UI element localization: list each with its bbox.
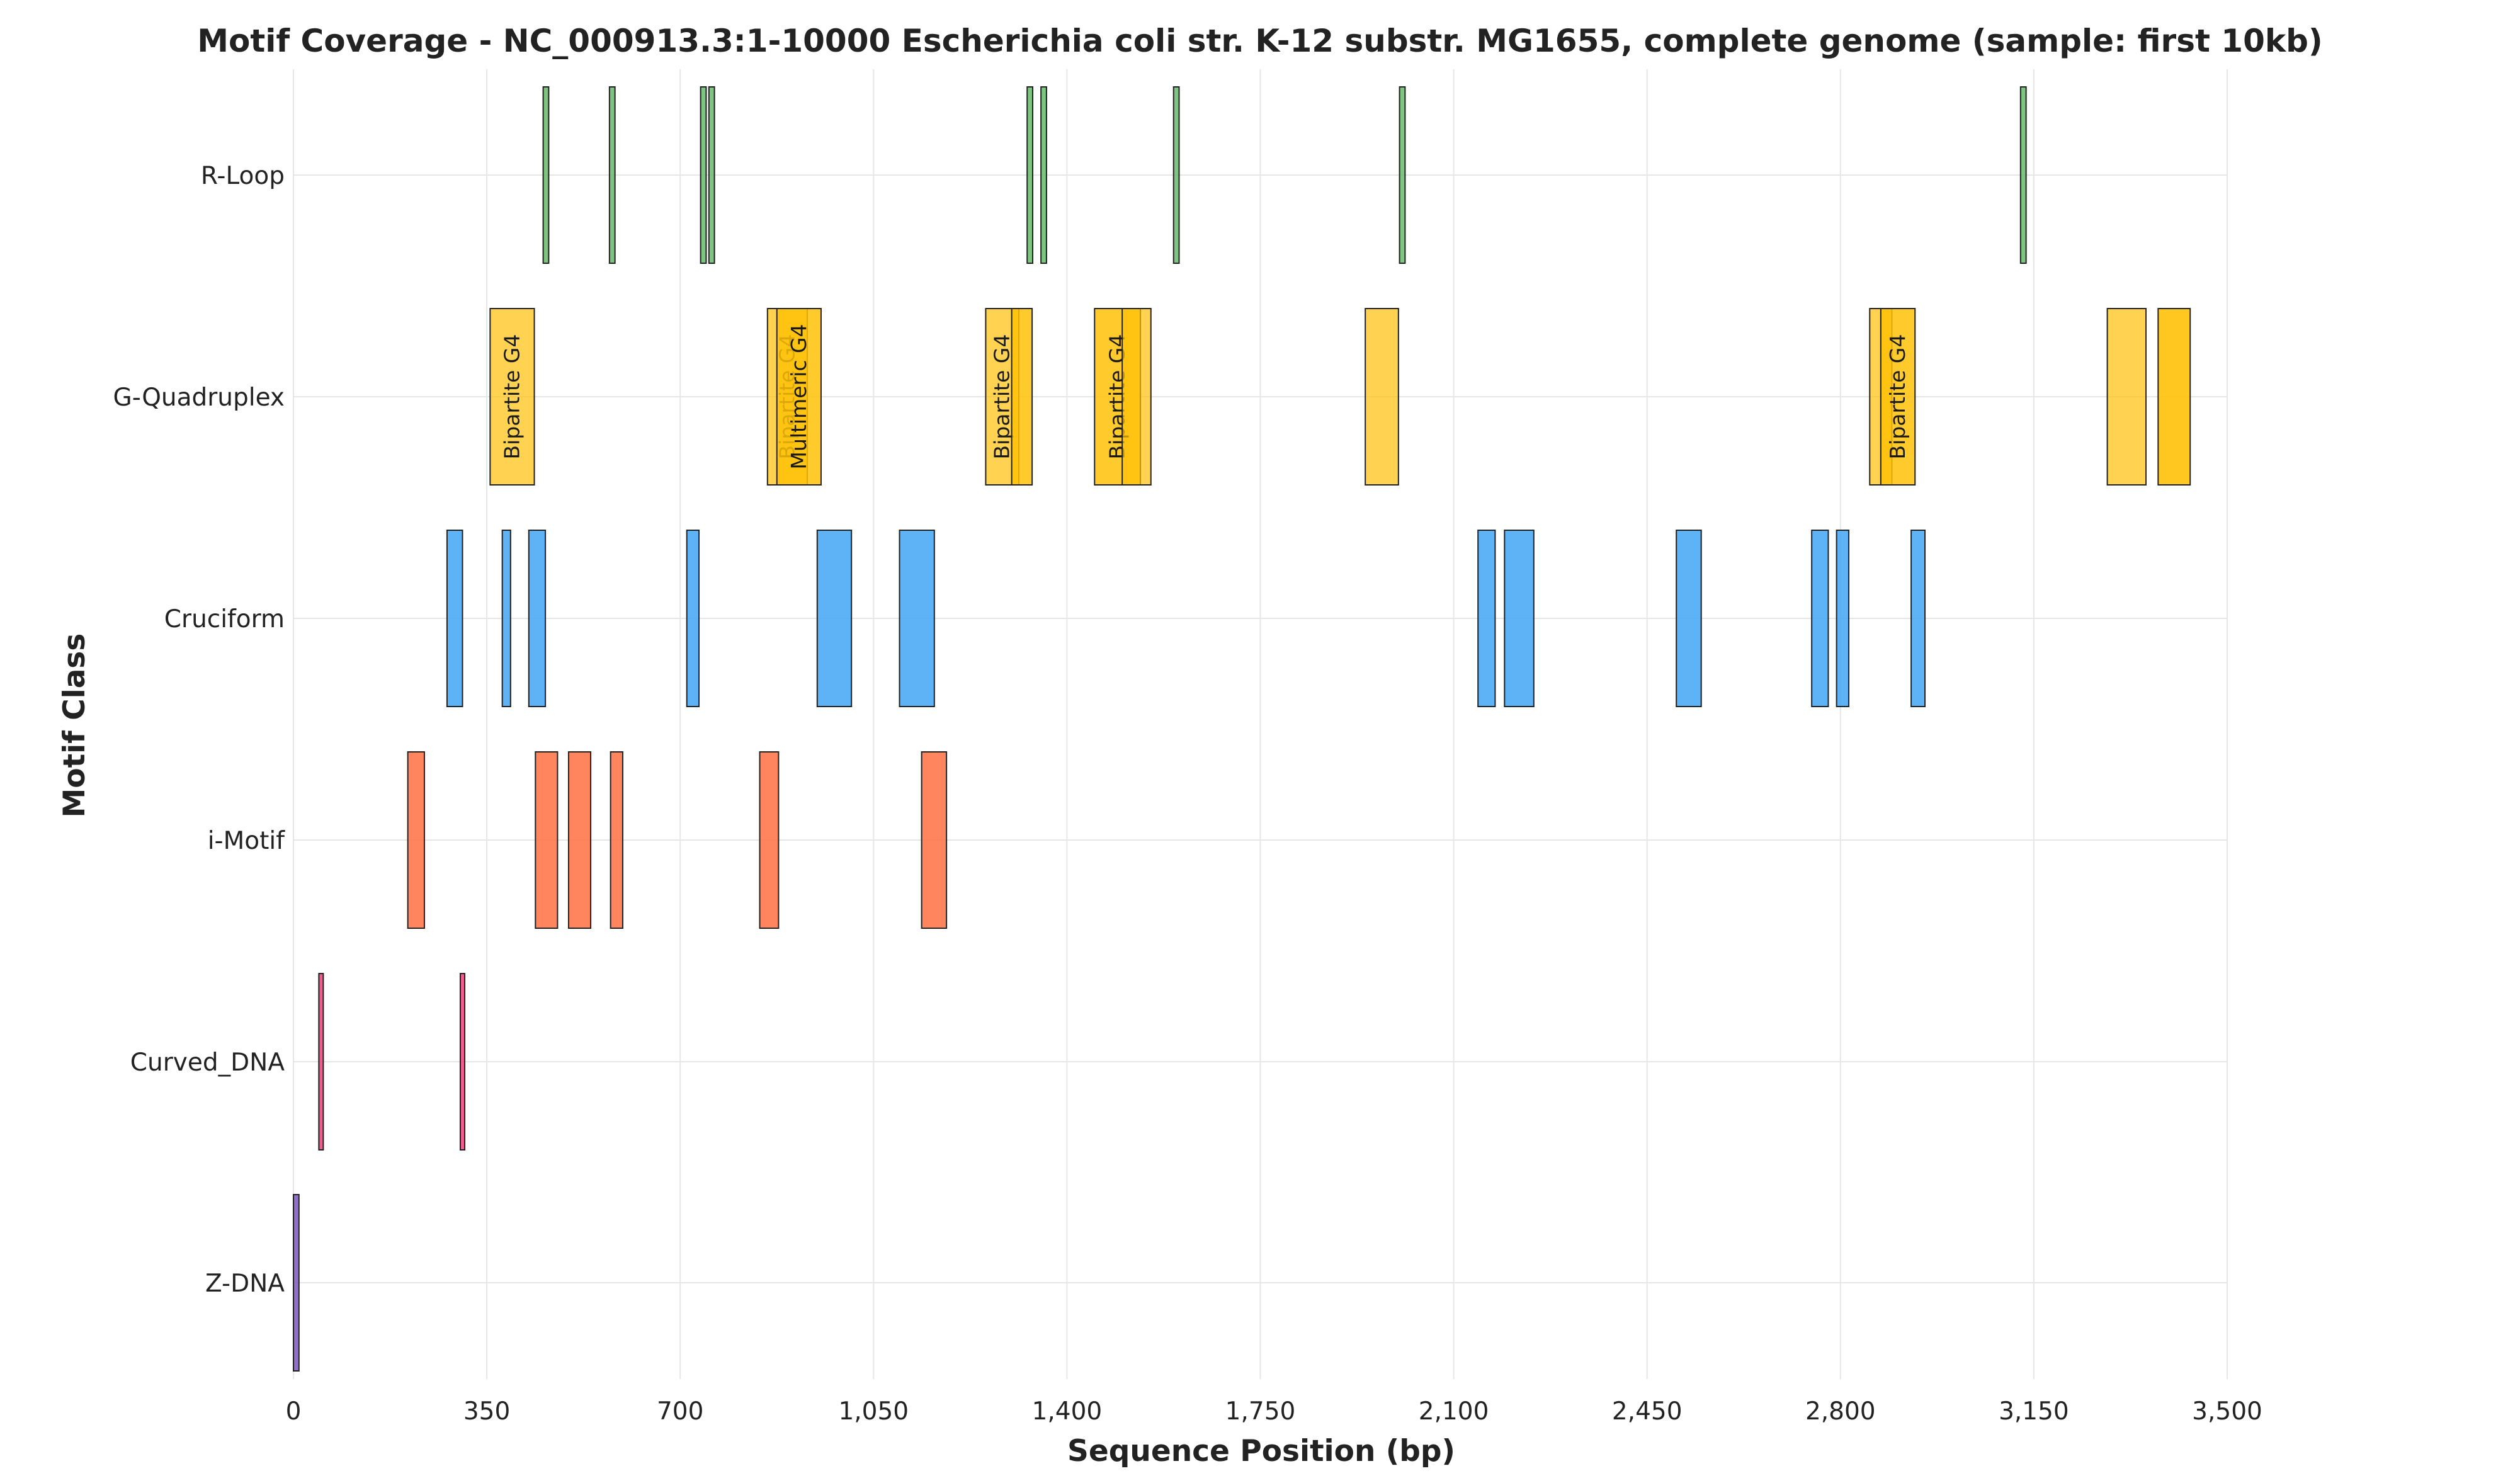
x-tick-label: 0	[286, 1397, 302, 1426]
grid-lines	[293, 69, 2228, 1379]
motif-bar-r-loop	[1040, 86, 1047, 264]
motif-bars: Bipartite G4 Bipartite G4 Multimeric G4 Bip…	[293, 86, 2191, 1372]
motif-bar-cruciform	[1836, 530, 1849, 707]
x-tick-label: 3,500	[2192, 1397, 2262, 1426]
motif-bar-i-motif	[759, 751, 780, 929]
motif-bar-label: Bipartite G4	[499, 334, 524, 460]
x-tick-label: 2,100	[1419, 1397, 1489, 1426]
x-tick-label: 3,150	[1999, 1397, 2069, 1426]
y-tick-label: G-Quadruplex	[113, 384, 285, 412]
y-tick-label: Z-DNA	[205, 1270, 285, 1298]
x-axis-label: Sequence Position (bp)	[1067, 1434, 1455, 1469]
x-tick-label: 1,400	[1032, 1397, 1103, 1426]
motif-bar-cruciform	[446, 530, 463, 707]
motif-bar-g-quadruplex	[776, 308, 822, 486]
motif-bar-r-loop	[1399, 86, 1406, 264]
motif-bar-cruciform	[1676, 530, 1702, 707]
x-tick-label: 1,750	[1225, 1397, 1296, 1426]
y-axis-tick-labels: R-Loop G-Quadruplex Cruciform i-Motif Curved…	[113, 162, 285, 1298]
motif-bar-i-motif	[610, 751, 623, 929]
motif-bar-curved-dna	[318, 973, 324, 1151]
motif-bar-cruciform	[1811, 530, 1829, 707]
motif-bar-curved-dna	[459, 973, 466, 1151]
x-tick-label: 350	[463, 1397, 510, 1426]
motif-bar-i-motif	[567, 751, 592, 929]
motif-bar-z-dna	[293, 1194, 300, 1372]
motif-bar-r-loop	[700, 86, 707, 264]
motif-bar-cruciform	[686, 530, 700, 707]
motif-bar-cruciform	[899, 530, 935, 707]
motif-bar-cruciform	[1504, 530, 1535, 707]
y-axis-label: Motif Class	[57, 634, 92, 818]
motif-bar-r-loop	[608, 86, 616, 264]
motif-bar-g-quadruplex	[1011, 308, 1033, 486]
motif-bar-r-loop	[1026, 86, 1033, 264]
motif-bar-g-quadruplex	[1121, 308, 1152, 486]
motif-bar-g-quadruplex	[2157, 308, 2191, 486]
motif-bar-i-motif	[921, 751, 948, 929]
motif-bar-r-loop	[2019, 86, 2027, 264]
motif-bar-label: Multimeric G4	[786, 324, 811, 469]
x-tick-label: 2,450	[1612, 1397, 1683, 1426]
motif-bar-r-loop	[1172, 86, 1180, 264]
motif-bar-g-quadruplex	[1880, 308, 1916, 486]
motif-bar-cruciform	[501, 530, 511, 707]
y-tick-label: Cruciform	[164, 605, 285, 634]
motif-bar-cruciform	[816, 530, 853, 707]
x-axis-tick-labels: 0 350 700 1,050 1,400 1,750 2,100 2,450 2,800 3,1…	[286, 1397, 2262, 1426]
y-tick-label: Curved_DNA	[130, 1048, 285, 1077]
motif-bar-r-loop	[708, 86, 715, 264]
motif-bar-label: Bipartite G4	[1885, 334, 1910, 460]
y-tick-label: i-Motif	[208, 827, 286, 855]
motif-bar-g-quadruplex	[1365, 308, 1399, 486]
motif-bar-label: Bipartite G4	[990, 334, 1014, 460]
motif-bar-cruciform	[1910, 530, 1926, 707]
x-tick-label: 1,050	[838, 1397, 909, 1426]
motif-bar-cruciform	[528, 530, 547, 707]
y-tick-label: R-Loop	[201, 162, 285, 190]
motif-bar-i-motif	[535, 751, 559, 929]
chart-title: Motif Coverage - NC_000913.3:1-10000 Esc…	[197, 23, 2323, 59]
x-tick-label: 2,800	[1805, 1397, 1876, 1426]
motif-bar-r-loop	[542, 86, 550, 264]
x-tick-label: 700	[657, 1397, 703, 1426]
motif-bar-g-quadruplex	[2106, 308, 2147, 486]
motif-bar-i-motif	[407, 751, 425, 929]
motif-bar-g-quadruplex	[489, 308, 535, 486]
motif-bar-cruciform	[1477, 530, 1496, 707]
